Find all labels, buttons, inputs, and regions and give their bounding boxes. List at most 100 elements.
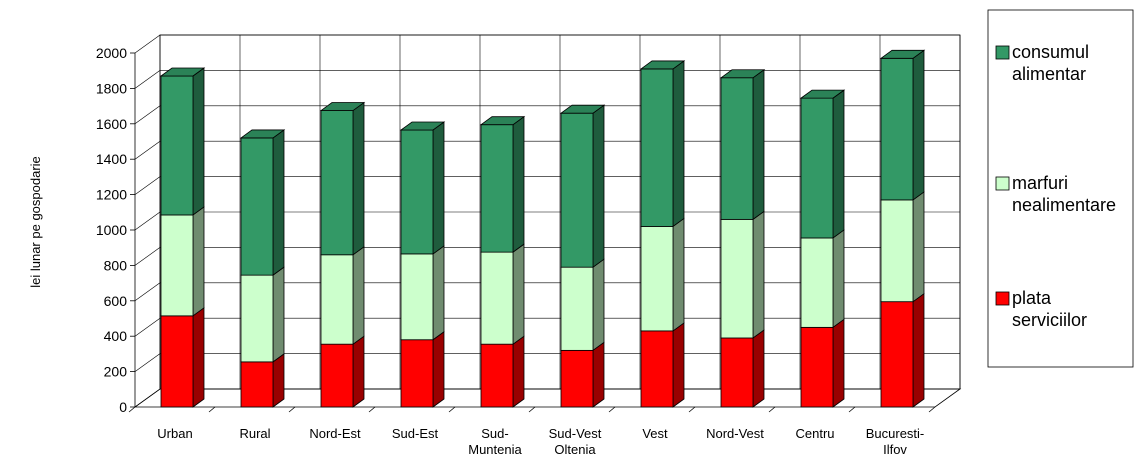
bar-segment	[880, 199, 914, 303]
y-tick-label: 1200	[96, 187, 127, 203]
bar-segment	[400, 129, 434, 255]
bar-segment	[800, 97, 834, 239]
bar-stack	[159, 67, 206, 408]
category-label: Nord-Vest	[706, 426, 764, 441]
category-label: Centru	[795, 426, 834, 441]
bar-top	[559, 104, 606, 114]
bar-stack	[639, 60, 686, 408]
y-tick-label: 400	[104, 328, 128, 344]
y-tick-label: 200	[104, 364, 128, 380]
bar-stack	[879, 49, 926, 408]
gridline-side	[134, 247, 161, 266]
bar-segment	[880, 57, 914, 201]
gridline-side	[134, 282, 161, 302]
y-axis-label: lei lunar pe gospodarie	[28, 156, 43, 288]
bar-segment	[480, 251, 514, 345]
bar-segment	[160, 214, 194, 317]
bar-segment	[800, 326, 834, 408]
bar-segment	[640, 330, 674, 408]
x-tick-mark	[848, 406, 856, 413]
y-tick-label: 1000	[96, 222, 127, 238]
y-tick-label: 600	[104, 293, 128, 309]
x-tick-mark	[368, 406, 376, 413]
bars	[159, 49, 926, 408]
legend-swatch	[995, 45, 1010, 60]
bar-segment-side	[912, 292, 925, 408]
bar-segment-side	[752, 210, 765, 339]
bar-top	[719, 69, 766, 79]
category-label: Urban	[157, 426, 192, 441]
bar-segment-side	[592, 258, 605, 352]
bar-segment	[720, 218, 754, 339]
bar-segment-side	[912, 49, 925, 201]
bar-segment	[640, 68, 674, 227]
bar-segment	[160, 75, 194, 216]
bar-segment	[560, 112, 594, 268]
category-label: Vest	[642, 426, 668, 441]
bar-segment-side	[352, 335, 365, 408]
legend-swatch	[995, 291, 1010, 306]
bar-stack	[399, 121, 446, 408]
bar-segment-side	[272, 353, 285, 408]
bar-segment	[720, 337, 754, 408]
bar-segment	[240, 361, 274, 408]
bar-stack	[719, 68, 766, 408]
bar-segment-side	[432, 330, 445, 408]
bar-segment	[800, 237, 834, 328]
bar-segment	[240, 137, 274, 276]
category-label: Sud-Est	[392, 426, 439, 441]
bar-stack	[319, 101, 366, 408]
gridline-side	[134, 176, 161, 195]
bar-segment	[320, 110, 354, 256]
legend-box	[987, 9, 1134, 368]
bar-top	[399, 121, 446, 131]
legend: consumul alimentar marfuri nealimentare plat…	[987, 9, 1134, 368]
bar-segment-side	[832, 229, 845, 329]
x-tick-mark	[448, 406, 456, 413]
bar-segment-side	[832, 318, 845, 408]
gridline-side	[134, 34, 161, 54]
category-label: Nord-Est	[309, 426, 361, 441]
bar-segment-side	[192, 67, 205, 216]
y-tick-label: 800	[104, 257, 128, 273]
x-tick-mark	[768, 406, 776, 413]
bar-top	[879, 49, 926, 59]
bar-segment	[880, 301, 914, 408]
bar-segment-side	[512, 115, 525, 253]
bar-segment	[560, 349, 594, 408]
gridline-side	[134, 317, 161, 337]
bar-segment	[640, 226, 674, 332]
gridline-side	[134, 211, 161, 231]
bar-top	[479, 116, 526, 126]
bar-top	[159, 67, 206, 77]
y-tick-label: 0	[119, 399, 127, 415]
bar-top	[799, 89, 846, 99]
x-tick-mark	[208, 406, 216, 413]
bar-segment	[320, 254, 354, 345]
gridline-side	[134, 140, 161, 160]
bar-segment	[160, 315, 194, 408]
bar-segment-side	[672, 60, 685, 228]
bar-segment	[480, 124, 514, 253]
bar-segment	[720, 77, 754, 220]
bar-segment-side	[192, 307, 205, 408]
bar-segment-side	[192, 206, 205, 317]
y-tick-label: 1600	[96, 116, 127, 132]
legend-swatch	[995, 176, 1010, 191]
x-tick-mark	[528, 406, 536, 413]
bar-segment	[560, 266, 594, 351]
bar-segment	[480, 343, 514, 408]
category-label: Rural	[239, 426, 270, 441]
bar-segment-side	[672, 217, 685, 332]
x-tick-mark	[128, 406, 136, 413]
legend-label: marfuri nealimentare	[1012, 173, 1116, 215]
bar-stack	[799, 89, 846, 408]
bar-segment-side	[752, 68, 765, 221]
bar-segment-side	[512, 335, 525, 408]
bar-segment	[400, 339, 434, 408]
bar-segment-side	[272, 129, 285, 276]
y-tick-label: 1800	[96, 80, 127, 96]
bar-segment	[240, 274, 274, 363]
bar-stack	[239, 129, 286, 408]
